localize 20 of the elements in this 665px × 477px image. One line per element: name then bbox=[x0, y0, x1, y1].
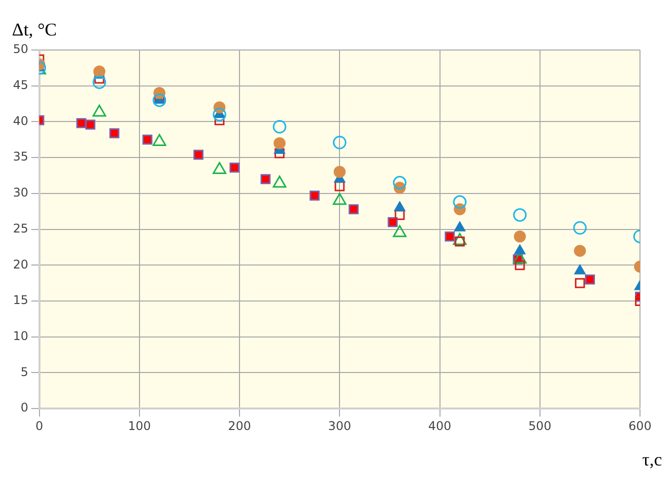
y-tick-label: 40 bbox=[12, 114, 28, 128]
y-tick-label: 5 bbox=[20, 364, 28, 379]
y-tick-label: 25 bbox=[12, 221, 28, 236]
x-tick-label: 500 bbox=[528, 418, 552, 433]
y-tick-label: 35 bbox=[12, 150, 28, 164]
x-tick-label: 400 bbox=[428, 418, 452, 433]
x-tick-label: 300 bbox=[328, 418, 352, 433]
x-tick-label: 600 bbox=[628, 418, 652, 433]
y-axis-title: Δt, °C bbox=[12, 20, 57, 40]
y-tick-label: 50 bbox=[12, 42, 28, 56]
y-tick-label: 45 bbox=[12, 78, 28, 92]
y-tick-label: 0 bbox=[20, 400, 28, 415]
y-tick-label: 20 bbox=[12, 257, 28, 272]
x-axis-title: τ,c bbox=[642, 450, 662, 470]
y-tick-label: 10 bbox=[12, 329, 28, 344]
x-tick-label: 0 bbox=[35, 418, 44, 433]
y-tick-label: 30 bbox=[12, 186, 28, 200]
y-tick-label: 15 bbox=[12, 293, 28, 308]
x-tick-label: 100 bbox=[128, 418, 151, 433]
x-tick-label: 200 bbox=[228, 418, 251, 433]
